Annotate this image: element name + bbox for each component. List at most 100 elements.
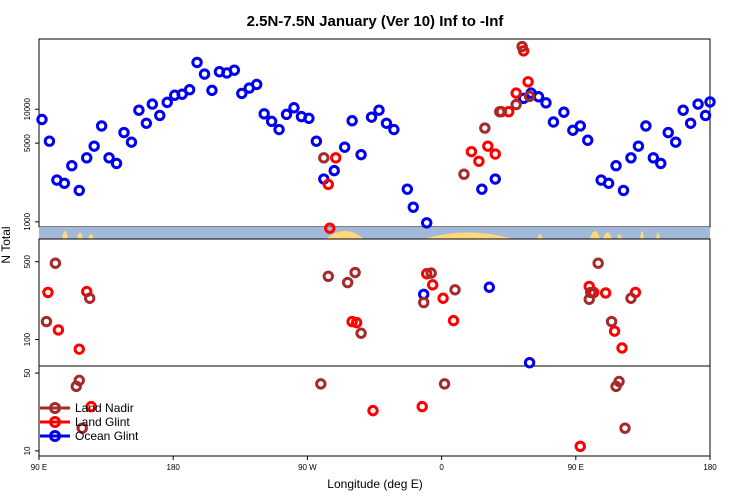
point-ocean-glint [146, 98, 159, 110]
point-land-glint [420, 268, 433, 280]
legend-entry-land-glint: Land Glint [40, 415, 130, 429]
point-land-nadir [625, 292, 637, 304]
point-land-glint [350, 316, 363, 329]
legend-entry-ocean-glint: Ocean Glint [40, 429, 139, 443]
point-ocean-glint [483, 281, 496, 293]
point-land-glint [42, 286, 54, 299]
point-land-nadir [605, 315, 618, 328]
point-ocean-glint [670, 136, 682, 148]
point-ocean-glint [540, 97, 552, 109]
x-axis-label: Longitude (deg E) [327, 477, 422, 491]
point-ocean-glint [582, 134, 594, 146]
point-land-nadir [49, 257, 62, 269]
legend-marker-land-glint [49, 416, 61, 428]
point-land-nadir [619, 422, 631, 434]
point-ocean-glint [154, 109, 166, 122]
lower-y-axis-ticks: 10 50 100 500 [23, 255, 39, 455]
land-mask-blob [62, 231, 68, 239]
point-land-glint [503, 106, 515, 118]
point-land-glint [437, 292, 449, 304]
land-mask-blob [617, 234, 622, 239]
point-ocean-glint [684, 117, 697, 129]
x-tick-label: 180 [703, 463, 717, 472]
point-ocean-glint [617, 184, 630, 197]
point-ocean-glint [355, 148, 367, 161]
point-ocean-glint [81, 152, 93, 164]
point-ocean-glint [58, 177, 71, 189]
point-ocean-glint [704, 96, 716, 108]
point-ocean-glint [517, 92, 530, 104]
point-ocean-glint [183, 83, 196, 96]
point-ocean-glint [118, 126, 130, 139]
point-land-glint [52, 324, 65, 336]
point-ocean-glint [236, 87, 248, 100]
point-ocean-glint [662, 126, 674, 139]
point-ocean-glint [647, 152, 660, 164]
y-tick-label: 500 [23, 255, 32, 269]
y-tick-label: 10000 [23, 98, 32, 121]
point-land-nadir [613, 375, 625, 388]
point-land-nadir [458, 168, 470, 180]
point-ocean-glint [251, 78, 263, 91]
upper-plot-frame [38, 38, 711, 228]
land-mask-blob [603, 232, 612, 239]
point-land-glint [489, 148, 501, 160]
point-ocean-glint [303, 112, 315, 125]
x-axis-ticks: 90 E 180 90 W 0 90 E 180 [31, 456, 717, 472]
land-mask-band [62, 231, 660, 239]
point-ocean-glint [265, 115, 278, 128]
point-land-nadir [318, 152, 330, 164]
point-land-nadir [315, 378, 327, 390]
point-ocean-glint [640, 120, 652, 132]
point-land-glint [616, 342, 628, 354]
x-tick-label: 0 [439, 463, 444, 472]
point-ocean-glint [310, 135, 323, 147]
point-land-nadir [349, 266, 361, 279]
point-ocean-glint [198, 68, 211, 80]
land-mask-blob [590, 231, 600, 239]
point-land-nadir [523, 90, 536, 103]
point-land-glint [367, 404, 379, 417]
point-ocean-glint [258, 108, 270, 120]
point-ocean-glint [388, 123, 400, 136]
point-ocean-glint [632, 140, 645, 152]
data-points [36, 40, 716, 452]
point-ocean-glint [574, 120, 586, 132]
point-land-nadir [494, 106, 506, 118]
point-land-glint [608, 325, 621, 337]
land-mask-blob [326, 231, 364, 239]
point-ocean-glint [380, 117, 393, 129]
point-land-nadir [585, 286, 597, 299]
y-tick-label: 10 [23, 446, 32, 455]
x-tick-label: 180 [167, 463, 181, 472]
point-land-nadir [355, 327, 367, 339]
upper-y-axis-ticks: 1000 5000 10000 [23, 98, 39, 231]
point-land-glint [482, 140, 494, 152]
point-ocean-glint [161, 96, 173, 109]
point-ocean-glint [420, 217, 433, 229]
point-ocean-glint [655, 157, 667, 170]
x-tick-label: 90 E [568, 463, 584, 472]
point-land-glint [322, 178, 334, 191]
point-ocean-glint [338, 141, 351, 153]
land-mask-blob [640, 231, 644, 239]
point-ocean-glint [547, 116, 560, 128]
x-tick-label: 90 W [298, 463, 317, 472]
point-ocean-glint [610, 160, 622, 172]
point-ocean-glint [140, 117, 153, 129]
point-ocean-glint [273, 123, 285, 136]
point-ocean-glint [677, 104, 689, 116]
legend-marker-ocean-glint [49, 430, 61, 442]
land-mask-blob [537, 234, 543, 239]
point-ocean-glint [73, 184, 85, 197]
point-ocean-glint [43, 135, 56, 147]
chart-title: 2.5N-7.5N January (Ver 10) Inf to -Inf [247, 13, 505, 30]
legend-label-ocean-glint: Ocean Glint [75, 429, 139, 443]
point-land-nadir [510, 98, 522, 111]
y-tick-label: 100 [23, 332, 32, 346]
legend-label-land-glint: Land Glint [75, 415, 130, 429]
point-land-glint [599, 287, 612, 299]
point-land-nadir [449, 284, 461, 296]
point-ocean-glint [401, 183, 414, 195]
